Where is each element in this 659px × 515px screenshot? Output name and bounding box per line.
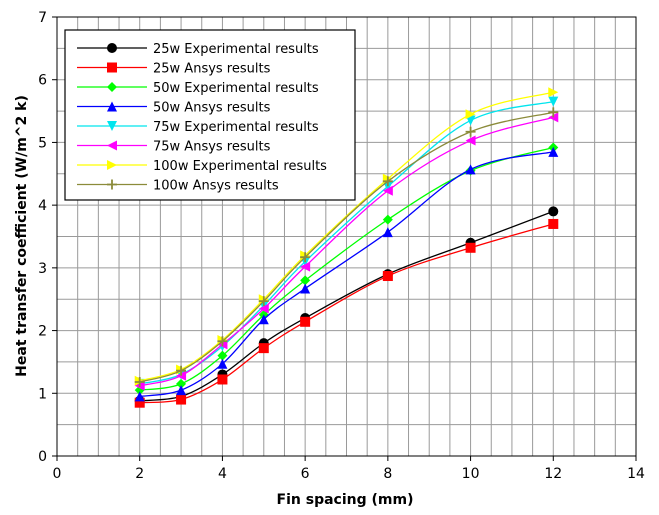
legend-label: 50w Experimental results (153, 81, 319, 96)
data-point (176, 385, 187, 396)
data-point (300, 316, 311, 327)
data-point (217, 350, 228, 361)
y-tick-label: 5 (38, 135, 47, 151)
data-point (465, 115, 476, 126)
series-layer (134, 87, 559, 408)
x-tick-label: 6 (301, 466, 310, 482)
legend-label: 25w Ansys results (153, 62, 271, 77)
legend-marker (107, 62, 117, 73)
data-point (300, 283, 311, 294)
data-point (548, 107, 559, 118)
legend-marker (107, 121, 117, 131)
legend-box (64, 29, 356, 201)
legend-item: 25w Experimental results (77, 42, 319, 57)
legend-label: 50w Ansys results (153, 101, 271, 116)
data-point (176, 370, 187, 381)
y-tick-label: 3 (38, 261, 47, 277)
data-point (176, 365, 187, 376)
legend-marker (107, 101, 117, 112)
data-point (176, 378, 187, 389)
data-point (217, 358, 228, 369)
data-point (548, 218, 559, 229)
data-point (217, 336, 228, 347)
data-point (134, 397, 145, 408)
series-8 (134, 107, 559, 387)
y-tick-label: 7 (38, 10, 47, 26)
legend-label: 75w Experimental results (153, 120, 319, 135)
data-point (134, 376, 145, 387)
data-point (465, 109, 476, 120)
y-tick-label: 0 (38, 449, 47, 465)
legend-item: 75w Experimental results (77, 120, 319, 135)
series-4 (134, 146, 559, 402)
x-tick-label: 12 (544, 466, 562, 482)
data-point (217, 374, 228, 385)
legend-item: 25w Ansys results (77, 62, 271, 77)
legend-label: 100w Experimental results (153, 159, 327, 174)
data-point (465, 242, 476, 253)
y-tick-label: 6 (38, 73, 47, 89)
legend-item: 75w Ansys results (77, 140, 271, 155)
data-point (548, 87, 559, 98)
data-point (548, 146, 559, 157)
legend-item: 50w Experimental results (77, 81, 319, 96)
data-point (258, 296, 269, 307)
data-point (465, 126, 476, 137)
data-point (176, 394, 187, 405)
legend-marker (107, 82, 117, 92)
x-tick-label: 10 (462, 466, 480, 482)
series-2 (134, 218, 559, 408)
legend-item: 50w Ansys results (77, 101, 271, 116)
x-tick-label: 8 (383, 466, 392, 482)
data-point (382, 227, 393, 238)
data-point (258, 343, 269, 354)
data-point (548, 206, 559, 217)
data-point (258, 314, 269, 325)
legend-marker (107, 160, 117, 170)
data-point (465, 164, 476, 175)
x-tick-label: 4 (218, 466, 227, 482)
y-axis-title: Heat transfer coefficient (W/m^2 k) (14, 95, 30, 377)
legend-label: 25w Experimental results (153, 42, 319, 57)
legend-label: 100w Ansys results (153, 179, 279, 194)
data-point (300, 275, 311, 286)
data-point (548, 96, 559, 107)
x-tick-label: 0 (53, 466, 62, 482)
legend-label: 75w Ansys results (153, 140, 271, 155)
data-point (382, 176, 393, 187)
x-axis-title: Fin spacing (mm) (277, 492, 414, 508)
x-tick-label: 14 (627, 466, 645, 482)
legend-marker (107, 179, 117, 190)
y-tick-label: 2 (38, 324, 47, 340)
legend: 25w Experimental results 25w Ansys result… (64, 29, 356, 201)
y-tick-label: 4 (38, 198, 47, 214)
data-point (382, 214, 393, 225)
data-point (465, 135, 476, 146)
data-point (300, 252, 311, 263)
data-point (548, 112, 559, 123)
x-tick-label: 2 (135, 466, 144, 482)
y-tick-label: 1 (38, 386, 47, 402)
legend-marker (107, 43, 117, 53)
legend-item: 100w Ansys results (77, 179, 279, 194)
data-point (382, 271, 393, 282)
legend-marker (107, 140, 117, 151)
legend-item: 100w Experimental results (77, 159, 327, 174)
plot-frame (56, 16, 637, 457)
data-point (258, 303, 269, 314)
data-point (382, 185, 393, 196)
data-point (134, 391, 145, 402)
data-point (300, 261, 311, 272)
